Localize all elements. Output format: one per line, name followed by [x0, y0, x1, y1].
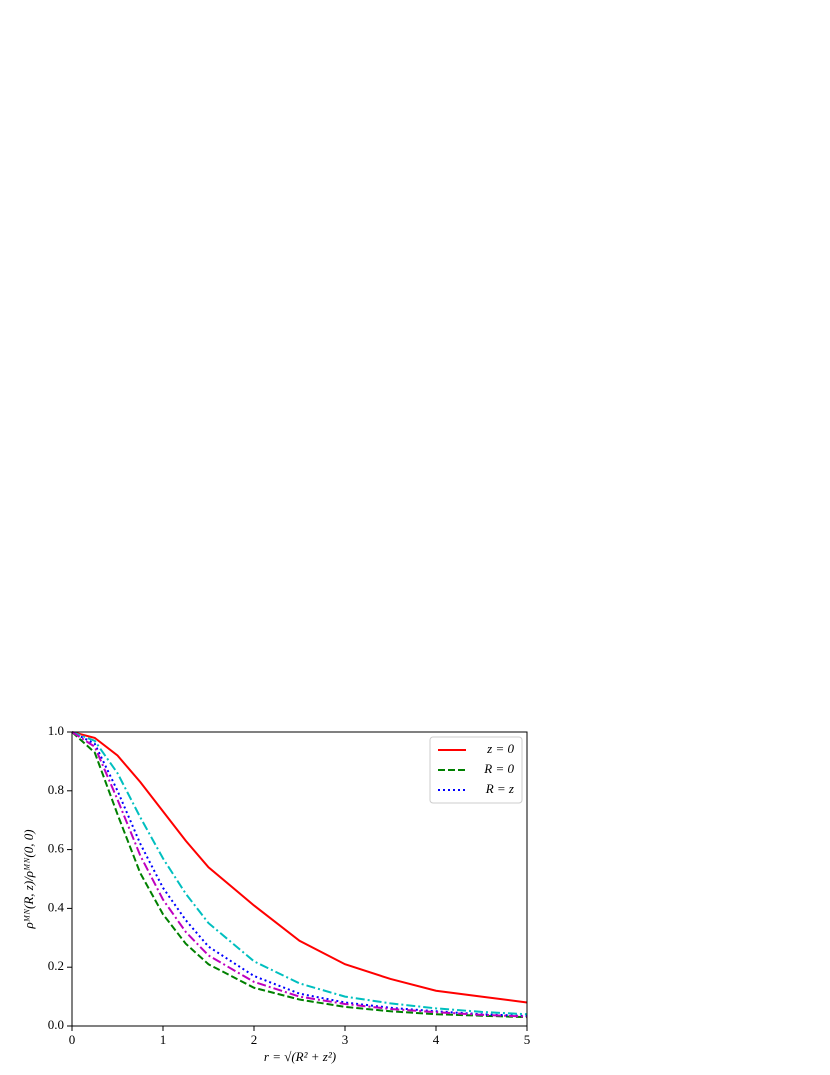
legend-label: R = z — [485, 781, 514, 796]
x-axis-label: r = √(R² + z²) — [264, 1049, 336, 1064]
series-line — [71, 731, 528, 1018]
y-tick-label: 0.8 — [48, 782, 64, 797]
series-line — [71, 731, 528, 1017]
y-tick-label: 0.2 — [48, 958, 64, 973]
x-tick-label: 5 — [524, 1032, 531, 1047]
legend-label: R = 0 — [483, 761, 514, 776]
y-tick-label: 0.0 — [48, 1017, 64, 1032]
series-line — [71, 731, 528, 1004]
x-tick-label: 3 — [342, 1032, 349, 1047]
y-tick-label: 0.4 — [48, 899, 65, 914]
x-tick-label: 2 — [251, 1032, 258, 1047]
series-line — [71, 731, 528, 1019]
legend-box — [429, 736, 523, 804]
plot-frame — [71, 731, 528, 1027]
x-tick-label: 4 — [433, 1032, 440, 1047]
legend-label: z = 0 — [486, 741, 514, 756]
y-tick-label: 0.6 — [48, 841, 65, 856]
y-axis-label: ρᴹᴺ(R, z)/ρᴹᴺ(0, 0) — [21, 829, 36, 929]
x-tick-label: 1 — [160, 1032, 167, 1047]
y-tick-label: 1.0 — [48, 723, 64, 738]
x-tick-label: 0 — [69, 1032, 76, 1047]
series-line — [71, 731, 528, 1016]
